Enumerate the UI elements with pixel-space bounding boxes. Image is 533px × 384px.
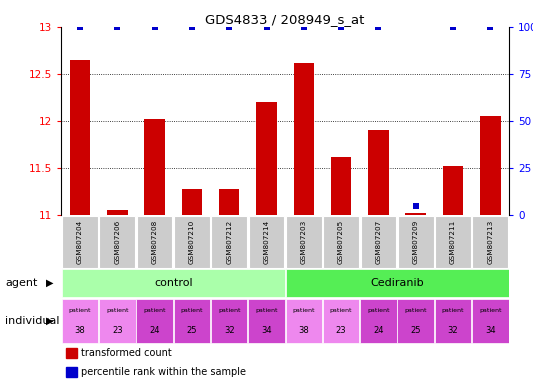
Text: transformed count: transformed count — [82, 348, 172, 358]
Text: GSM807210: GSM807210 — [189, 220, 195, 264]
Bar — [211, 298, 247, 343]
Bar — [294, 63, 314, 215]
Bar — [248, 298, 285, 343]
Text: ▶: ▶ — [46, 278, 53, 288]
Bar — [174, 298, 210, 343]
Bar — [331, 157, 351, 215]
Bar — [435, 298, 471, 343]
Point — [188, 24, 196, 30]
Text: GSM807209: GSM807209 — [413, 220, 419, 264]
Text: 38: 38 — [75, 326, 85, 335]
Bar — [136, 216, 173, 268]
Bar — [435, 216, 471, 268]
Bar — [144, 119, 165, 215]
Bar — [182, 189, 202, 215]
Text: 25: 25 — [187, 326, 197, 335]
Bar — [62, 270, 285, 297]
Text: 24: 24 — [149, 326, 160, 335]
Text: GSM807208: GSM807208 — [151, 220, 158, 264]
Text: 23: 23 — [336, 326, 346, 335]
Bar — [286, 270, 508, 297]
Text: 32: 32 — [224, 326, 235, 335]
Text: patient: patient — [218, 308, 240, 313]
Text: 24: 24 — [373, 326, 384, 335]
Bar — [136, 298, 173, 343]
Point — [262, 24, 271, 30]
Title: GDS4833 / 208949_s_at: GDS4833 / 208949_s_at — [205, 13, 365, 26]
Text: patient: patient — [330, 308, 352, 313]
Text: patient: patient — [255, 308, 278, 313]
Text: patient: patient — [143, 308, 166, 313]
Text: 25: 25 — [410, 326, 421, 335]
Text: agent: agent — [5, 278, 38, 288]
Bar — [286, 216, 322, 268]
Text: patient: patient — [405, 308, 427, 313]
Text: patient: patient — [367, 308, 390, 313]
Text: GSM807206: GSM807206 — [114, 220, 120, 264]
Bar — [472, 298, 508, 343]
Bar — [368, 130, 389, 215]
Bar — [174, 216, 210, 268]
Bar — [248, 216, 285, 268]
Point — [150, 24, 159, 30]
Bar — [99, 216, 135, 268]
Text: 34: 34 — [485, 326, 496, 335]
Point — [225, 24, 233, 30]
Point — [76, 24, 84, 30]
Bar — [256, 102, 277, 215]
Text: percentile rank within the sample: percentile rank within the sample — [82, 367, 246, 377]
Text: control: control — [154, 278, 192, 288]
Text: patient: patient — [181, 308, 203, 313]
Text: GSM807204: GSM807204 — [77, 220, 83, 264]
Bar — [398, 216, 434, 268]
Bar — [323, 216, 359, 268]
Text: 38: 38 — [298, 326, 309, 335]
Bar — [66, 367, 77, 377]
Point — [411, 202, 420, 209]
Point — [337, 24, 345, 30]
Text: GSM807203: GSM807203 — [301, 220, 307, 264]
Text: GSM807211: GSM807211 — [450, 220, 456, 264]
Bar — [360, 298, 397, 343]
Point — [300, 24, 308, 30]
Text: GSM807212: GSM807212 — [226, 220, 232, 264]
Bar — [62, 298, 98, 343]
Text: GSM807207: GSM807207 — [375, 220, 382, 264]
Bar — [480, 116, 500, 215]
Text: patient: patient — [293, 308, 315, 313]
Bar — [62, 216, 98, 268]
Point — [486, 24, 495, 30]
Text: GSM807205: GSM807205 — [338, 220, 344, 264]
Text: patient: patient — [106, 308, 128, 313]
Bar — [360, 216, 397, 268]
Bar — [406, 213, 426, 215]
Point — [449, 24, 457, 30]
Bar — [398, 298, 434, 343]
Text: 32: 32 — [448, 326, 458, 335]
Bar — [99, 298, 135, 343]
Bar — [66, 348, 77, 358]
Text: individual: individual — [5, 316, 60, 326]
Text: 23: 23 — [112, 326, 123, 335]
Point — [374, 24, 383, 30]
Text: patient: patient — [69, 308, 91, 313]
Text: Cediranib: Cediranib — [370, 278, 424, 288]
Text: 34: 34 — [261, 326, 272, 335]
Text: patient: patient — [442, 308, 464, 313]
Bar — [286, 298, 322, 343]
Text: GSM807213: GSM807213 — [487, 220, 494, 264]
Bar — [107, 210, 127, 215]
Bar — [211, 216, 247, 268]
Bar — [70, 60, 90, 215]
Bar — [219, 189, 239, 215]
Bar — [323, 298, 359, 343]
Text: ▶: ▶ — [46, 316, 53, 326]
Point — [113, 24, 122, 30]
Text: GSM807214: GSM807214 — [263, 220, 270, 264]
Bar — [472, 216, 508, 268]
Bar — [443, 166, 463, 215]
Text: patient: patient — [479, 308, 502, 313]
